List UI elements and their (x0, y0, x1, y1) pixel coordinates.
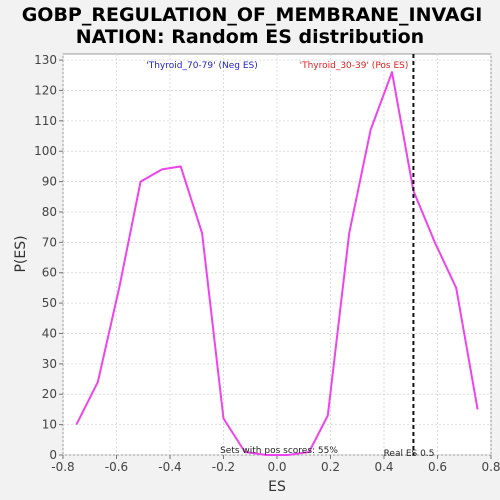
x-tick-label: 0.4 (374, 460, 393, 474)
y-tick-label: 60 (42, 266, 57, 280)
y-tick-label: 70 (42, 235, 57, 249)
real-es-annotation: Real ES 0.5 (384, 449, 435, 459)
x-tick-label: -0.2 (212, 460, 235, 474)
es-distribution-line (75, 71, 479, 456)
y-tick-label: 80 (42, 205, 57, 219)
x-tick-label: 0.6 (428, 460, 447, 474)
y-tick-label: 90 (42, 175, 57, 189)
axes: -0.8 -0.6 -0.4 -0.2 0.0 0.2 0.4 0.6 0.8 0 10 20 30 40… (34, 53, 500, 474)
x-tick-label: 0.8 (481, 460, 500, 474)
x-tick-label: 0.2 (321, 460, 340, 474)
x-tick-label: -0.6 (105, 460, 128, 474)
y-tick-label: 10 (42, 418, 57, 432)
y-tick-label: 0 (49, 448, 57, 462)
y-axis-label: P(ES) (13, 235, 29, 272)
y-tick-label: 120 (34, 83, 57, 97)
x-axis-label: ES (268, 479, 286, 495)
y-tick-label: 40 (42, 326, 57, 340)
y-tick-label: 110 (34, 114, 57, 128)
y-tick-label: 100 (34, 144, 57, 158)
series-layer (75, 71, 479, 456)
y-tick-label: 130 (34, 53, 57, 67)
y-tick-label: 50 (42, 296, 57, 310)
grid (62, 54, 492, 456)
chart-title-line1: GOBP_REGULATION_OF_MEMBRANE_INVAGI (22, 4, 483, 26)
x-tick-label: -0.4 (158, 460, 181, 474)
chart-title-line2: NATION: Random ES distribution (76, 26, 424, 48)
pos-es-label: 'Thyroid_30-39' (Pos ES) (300, 61, 409, 71)
x-tick-label: -0.8 (51, 460, 74, 474)
y-tick-label: 20 (42, 387, 57, 401)
y-tick-label: 30 (42, 357, 57, 371)
x-tick-label: 0.0 (267, 460, 286, 474)
pos-scores-annotation: Sets with pos scores: 55% (220, 446, 338, 456)
neg-es-label: 'Thyroid_70-79' (Neg ES) (146, 61, 257, 71)
